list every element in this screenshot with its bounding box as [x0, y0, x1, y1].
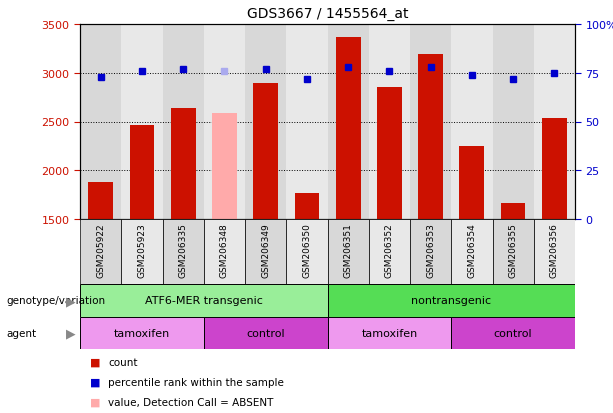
Text: ■: ■	[90, 377, 101, 387]
Bar	[418, 55, 443, 219]
Bar	[171, 109, 196, 219]
Text: ■: ■	[90, 397, 101, 407]
Bar	[327, 25, 369, 219]
Bar	[451, 25, 492, 219]
Text: GSM205923: GSM205923	[137, 223, 147, 277]
Text: ATF6-MER transgenic: ATF6-MER transgenic	[145, 296, 263, 306]
Text: tamoxifen: tamoxifen	[114, 328, 170, 338]
Bar	[204, 25, 245, 219]
Text: GSM206352: GSM206352	[385, 223, 394, 277]
Bar	[80, 317, 204, 349]
Bar	[245, 25, 286, 219]
Bar	[534, 25, 575, 219]
Text: tamoxifen: tamoxifen	[361, 328, 417, 338]
Title: GDS3667 / 1455564_at: GDS3667 / 1455564_at	[247, 7, 408, 21]
Bar	[377, 88, 402, 219]
Text: GSM206353: GSM206353	[426, 223, 435, 278]
Text: GSM206350: GSM206350	[302, 223, 311, 278]
Text: GSM206349: GSM206349	[261, 223, 270, 277]
Text: control: control	[494, 328, 533, 338]
Bar	[204, 317, 327, 349]
Text: ▶: ▶	[66, 294, 76, 307]
Bar	[410, 219, 451, 284]
Text: value, Detection Call = ABSENT: value, Detection Call = ABSENT	[109, 397, 274, 407]
Bar	[327, 219, 369, 284]
Bar	[451, 317, 575, 349]
Bar	[162, 219, 204, 284]
Text: GSM206354: GSM206354	[467, 223, 476, 277]
Bar	[327, 317, 451, 349]
Bar	[501, 204, 525, 219]
Text: control: control	[246, 328, 285, 338]
Bar	[245, 219, 286, 284]
Bar	[162, 25, 204, 219]
Bar	[286, 25, 327, 219]
Bar	[492, 219, 534, 284]
Bar	[327, 284, 575, 317]
Bar	[212, 114, 237, 219]
Bar	[88, 183, 113, 219]
Text: genotype/variation: genotype/variation	[6, 296, 105, 306]
Text: ▶: ▶	[66, 327, 76, 339]
Bar	[369, 219, 410, 284]
Bar	[410, 25, 451, 219]
Bar	[451, 219, 492, 284]
Text: agent: agent	[6, 328, 36, 338]
Text: ■: ■	[90, 357, 101, 367]
Text: nontransgenic: nontransgenic	[411, 296, 491, 306]
Text: count: count	[109, 357, 138, 367]
Bar	[204, 219, 245, 284]
Bar	[542, 118, 567, 219]
Text: GSM206335: GSM206335	[178, 223, 188, 278]
Bar	[129, 126, 154, 219]
Bar	[369, 25, 410, 219]
Bar	[492, 25, 534, 219]
Bar	[253, 83, 278, 219]
Bar	[534, 219, 575, 284]
Bar	[460, 147, 484, 219]
Text: GSM206351: GSM206351	[344, 223, 352, 278]
Text: GSM206348: GSM206348	[220, 223, 229, 277]
Bar	[80, 25, 121, 219]
Bar	[121, 25, 162, 219]
Bar	[294, 193, 319, 219]
Bar	[336, 38, 360, 219]
Text: percentile rank within the sample: percentile rank within the sample	[109, 377, 284, 387]
Bar	[286, 219, 327, 284]
Text: GSM206356: GSM206356	[550, 223, 559, 278]
Bar	[80, 284, 327, 317]
Text: GSM205922: GSM205922	[96, 223, 105, 277]
Bar	[121, 219, 162, 284]
Bar	[80, 219, 121, 284]
Text: GSM206355: GSM206355	[509, 223, 517, 278]
